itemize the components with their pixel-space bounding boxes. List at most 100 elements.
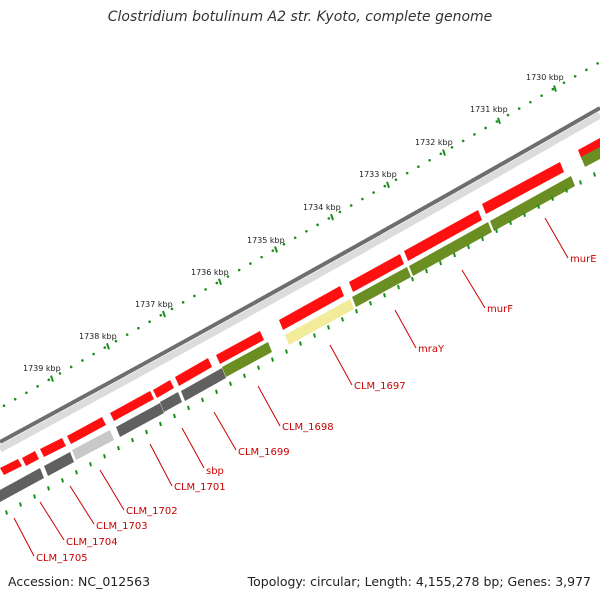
gene-label-leader: [99, 469, 125, 511]
inner-tick-marks: [5, 172, 596, 515]
gene-arrow-fwd[interactable]: [578, 138, 600, 160]
inner-tick: [159, 421, 162, 427]
gene-arrow-fwd[interactable]: [67, 417, 106, 444]
gene-arrow-rev[interactable]: [409, 222, 492, 276]
gene-arrow-rev[interactable]: [116, 403, 164, 437]
scale-dot: [495, 120, 499, 123]
inner-tick: [103, 453, 106, 459]
scale-major-tick: [330, 213, 334, 221]
scale-dot: [439, 152, 443, 156]
gene-arrow-fwd[interactable]: [175, 358, 212, 386]
inner-tick: [89, 462, 92, 467]
scale-dot: [585, 68, 588, 72]
gene-label[interactable]: mraY: [418, 344, 445, 355]
gene-label[interactable]: CLM_1701: [174, 482, 226, 493]
scale-dot: [260, 255, 263, 259]
scale-dot: [361, 197, 364, 201]
scale-dot: [226, 275, 230, 278]
scale-dot: [25, 391, 28, 395]
gene-label[interactable]: CLM_1705: [36, 553, 88, 564]
gene-arrow-fwd[interactable]: [404, 210, 482, 261]
gene-label[interactable]: CLM_1703: [96, 521, 148, 532]
scale-major-tick: [218, 278, 222, 286]
gene-arrow-rev[interactable]: [581, 147, 600, 167]
gene-arrow-fwd[interactable]: [482, 162, 564, 214]
scale-dot: [81, 359, 84, 362]
scale-tick-label: 1738 kbp: [79, 332, 117, 341]
scale-dot: [271, 249, 275, 252]
scale-dot: [305, 230, 308, 233]
gene-label-leader: [461, 269, 486, 309]
scale-dot: [193, 294, 196, 298]
gene-label[interactable]: CLM_1697: [354, 381, 406, 392]
scale-major-tick: [442, 149, 446, 156]
inner-tick: [495, 228, 498, 234]
gene-label-leader: [329, 344, 353, 386]
scale-dot: [372, 191, 375, 194]
inner-tick: [453, 252, 456, 258]
gene-arrow-rev[interactable]: [72, 430, 114, 460]
scale-dot: [114, 339, 118, 343]
gene-arrow-rev[interactable]: [160, 392, 182, 412]
scale-dot: [249, 262, 252, 265]
inner-tick: [229, 381, 232, 386]
inner-tick: [341, 317, 344, 322]
gene-arrow-rev[interactable]: [352, 267, 411, 307]
inner-tick: [145, 429, 148, 435]
gene-label[interactable]: CLM_1704: [66, 537, 118, 548]
gene-arrow-rev[interactable]: [0, 468, 44, 502]
scale-dot: [596, 62, 599, 65]
scale-dot: [484, 126, 487, 130]
gene-arrow-fwd[interactable]: [110, 391, 154, 421]
gene-arrow-fwd[interactable]: [0, 459, 22, 475]
gene-arrow-fwd[interactable]: [216, 331, 264, 364]
scale-dot: [394, 178, 398, 181]
gene-label-leader: [181, 427, 205, 469]
scale-dot: [450, 146, 454, 149]
inner-tick: [215, 389, 218, 395]
gene-label[interactable]: CLM_1702: [126, 506, 178, 517]
scale-tick-label: 1733 kbp: [359, 170, 397, 179]
scale-tick-label: 1735 kbp: [247, 236, 285, 245]
inner-tick: [397, 284, 400, 290]
genome-summary-text: Topology: circular; Length: 4,155,278 bp…: [247, 574, 591, 589]
scale-dot: [417, 165, 420, 169]
inner-tick: [425, 268, 428, 274]
scale-dot: [551, 87, 555, 91]
gene-arrow-rev[interactable]: [44, 452, 74, 476]
gene-arrow-rev[interactable]: [181, 368, 226, 401]
scale-tick-label: 1736 kbp: [191, 268, 229, 277]
scale-dot: [506, 113, 510, 117]
gene-label[interactable]: murF: [487, 304, 513, 315]
gene-arrow-fwd[interactable]: [22, 451, 39, 466]
inner-tick: [579, 180, 582, 185]
gene-arrow-fwd[interactable]: [40, 438, 66, 457]
gene-arrow-rev[interactable]: [285, 299, 354, 345]
gene-label[interactable]: CLM_1698: [282, 422, 334, 433]
gene-arrow-fwd[interactable]: [153, 380, 174, 398]
inner-tick: [187, 405, 190, 411]
inner-tick: [243, 373, 246, 378]
inner-tick: [369, 301, 372, 306]
gene-label[interactable]: murE: [570, 254, 597, 265]
gene-arrow-fwd[interactable]: [279, 286, 344, 330]
inner-tick: [411, 276, 414, 282]
inner-tick: [299, 341, 302, 346]
gene-label-leader: [544, 217, 569, 259]
inner-tick: [523, 212, 526, 217]
scale-dot: [562, 81, 566, 85]
accession-text: Accession: NC_012563: [8, 574, 151, 589]
scale-dot: [36, 385, 39, 388]
gene-arrow-fwd[interactable]: [349, 254, 404, 292]
scale-dot: [405, 171, 409, 175]
inner-tick: [551, 196, 554, 201]
gene-arrow-rev[interactable]: [490, 176, 575, 231]
gene-label[interactable]: CLM_1699: [238, 447, 290, 458]
inner-tick: [173, 413, 176, 419]
gene-arrow-rev[interactable]: [222, 342, 272, 377]
gene-label[interactable]: sbp: [206, 466, 224, 477]
scale-major-tick: [162, 310, 166, 318]
scale-major-tick: [497, 117, 501, 125]
